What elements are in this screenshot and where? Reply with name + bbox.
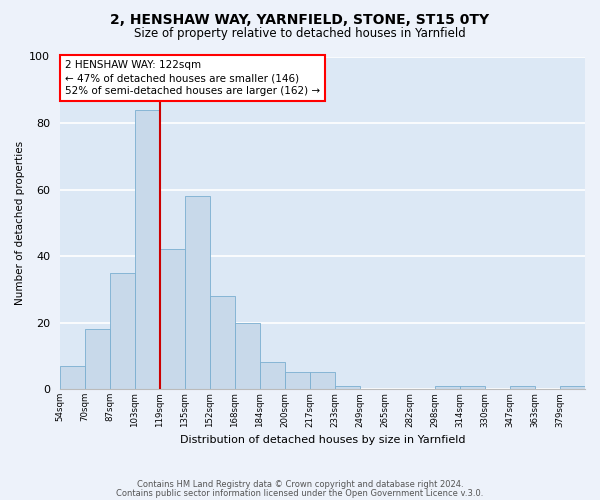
Bar xyxy=(310,372,335,389)
Text: Size of property relative to detached houses in Yarnfield: Size of property relative to detached ho… xyxy=(134,28,466,40)
Text: 2 HENSHAW WAY: 122sqm
← 47% of detached houses are smaller (146)
52% of semi-det: 2 HENSHAW WAY: 122sqm ← 47% of detached … xyxy=(65,60,320,96)
Bar xyxy=(335,386,360,389)
X-axis label: Distribution of detached houses by size in Yarnfield: Distribution of detached houses by size … xyxy=(179,435,465,445)
Bar xyxy=(160,250,185,389)
Bar xyxy=(260,362,285,389)
Bar xyxy=(135,110,160,389)
Text: Contains HM Land Registry data © Crown copyright and database right 2024.: Contains HM Land Registry data © Crown c… xyxy=(137,480,463,489)
Text: Contains public sector information licensed under the Open Government Licence v.: Contains public sector information licen… xyxy=(116,489,484,498)
Bar xyxy=(460,386,485,389)
Bar xyxy=(285,372,310,389)
Bar xyxy=(210,296,235,389)
Y-axis label: Number of detached properties: Number of detached properties xyxy=(15,140,25,305)
Bar xyxy=(110,272,135,389)
Bar xyxy=(560,386,585,389)
Bar xyxy=(235,322,260,389)
Bar xyxy=(85,329,110,389)
Bar xyxy=(510,386,535,389)
Bar xyxy=(185,196,210,389)
Bar xyxy=(60,366,85,389)
Text: 2, HENSHAW WAY, YARNFIELD, STONE, ST15 0TY: 2, HENSHAW WAY, YARNFIELD, STONE, ST15 0… xyxy=(110,12,490,26)
Bar xyxy=(435,386,460,389)
